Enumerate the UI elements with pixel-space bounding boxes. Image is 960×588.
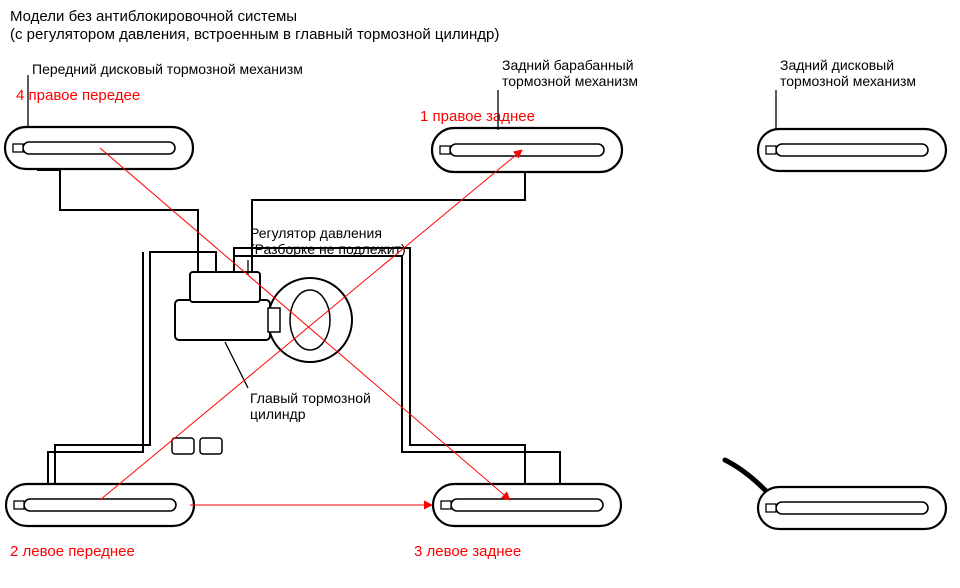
master-cylinder	[175, 300, 270, 340]
diagram-svg	[0, 0, 960, 588]
diagram-stage: Модели без антиблокировочной системы (с …	[0, 0, 960, 588]
